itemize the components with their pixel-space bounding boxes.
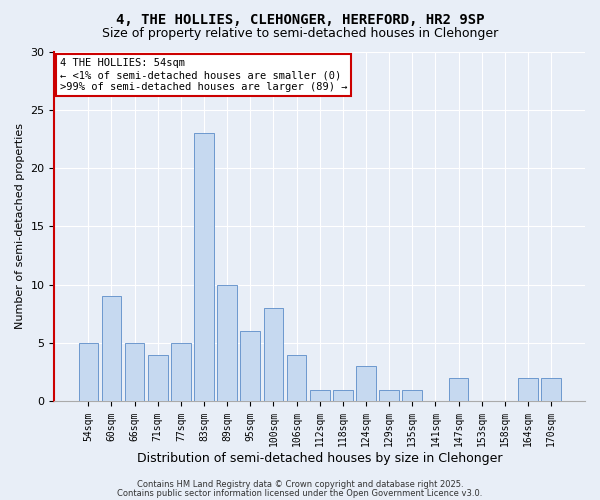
Bar <box>241 332 260 402</box>
Text: 4, THE HOLLIES, CLEHONGER, HEREFORD, HR2 9SP: 4, THE HOLLIES, CLEHONGER, HEREFORD, HR2… <box>116 12 484 26</box>
Bar <box>379 390 399 402</box>
Bar <box>310 390 329 402</box>
Bar <box>518 378 538 402</box>
Text: 4 THE HOLLIES: 54sqm
← <1% of semi-detached houses are smaller (0)
>99% of semi-: 4 THE HOLLIES: 54sqm ← <1% of semi-detac… <box>60 58 347 92</box>
Bar <box>333 390 353 402</box>
Bar <box>263 308 283 402</box>
Bar <box>125 343 145 402</box>
Bar <box>287 355 307 402</box>
Bar <box>171 343 191 402</box>
Bar <box>541 378 561 402</box>
Bar <box>148 355 167 402</box>
Bar <box>79 343 98 402</box>
Text: Size of property relative to semi-detached houses in Clehonger: Size of property relative to semi-detach… <box>102 28 498 40</box>
X-axis label: Distribution of semi-detached houses by size in Clehonger: Distribution of semi-detached houses by … <box>137 452 502 465</box>
Y-axis label: Number of semi-detached properties: Number of semi-detached properties <box>15 124 25 330</box>
Text: Contains HM Land Registry data © Crown copyright and database right 2025.: Contains HM Land Registry data © Crown c… <box>137 480 463 489</box>
Bar <box>449 378 469 402</box>
Bar <box>194 133 214 402</box>
Bar <box>101 296 121 402</box>
Bar <box>217 285 237 402</box>
Text: Contains public sector information licensed under the Open Government Licence v3: Contains public sector information licen… <box>118 488 482 498</box>
Bar <box>356 366 376 402</box>
Bar <box>403 390 422 402</box>
